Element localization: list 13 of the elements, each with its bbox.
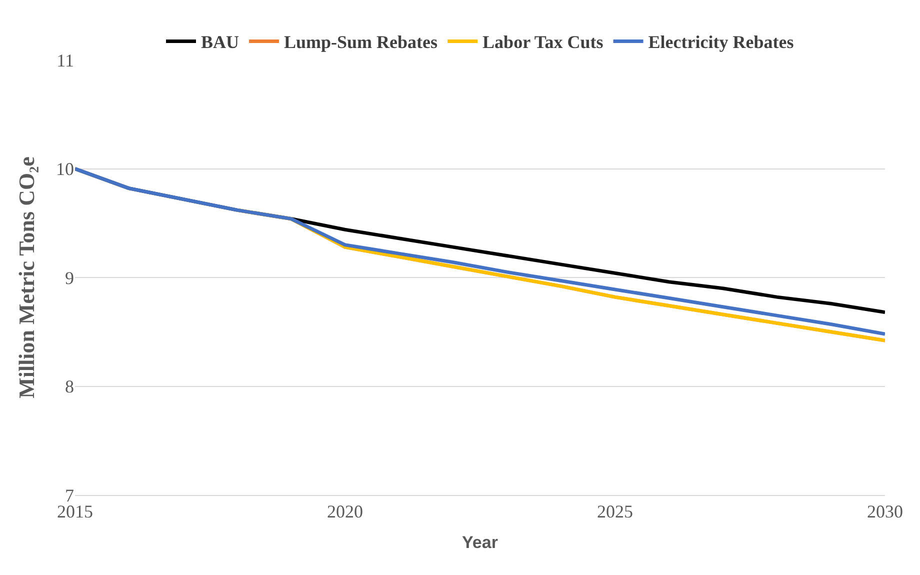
y-tick-label: 9 [65, 268, 74, 288]
y-axis-title: Million Metric Tons CO₂e [14, 156, 39, 398]
legend-label: Electricity Rebates [648, 32, 794, 52]
x-tick-label: 2020 [327, 502, 363, 522]
y-tick-label: 8 [65, 376, 74, 397]
y-tick-label: 11 [56, 50, 74, 70]
legend-label: Labor Tax Cuts [482, 32, 604, 52]
legend-label: Lump-Sum Rebates [284, 32, 438, 52]
y-tick-label: 10 [56, 159, 74, 180]
legend-label: BAU [201, 32, 240, 52]
x-tick-label: 2025 [597, 502, 633, 522]
x-tick-label: 2030 [867, 502, 903, 522]
x-axis-title: Year [462, 533, 498, 552]
